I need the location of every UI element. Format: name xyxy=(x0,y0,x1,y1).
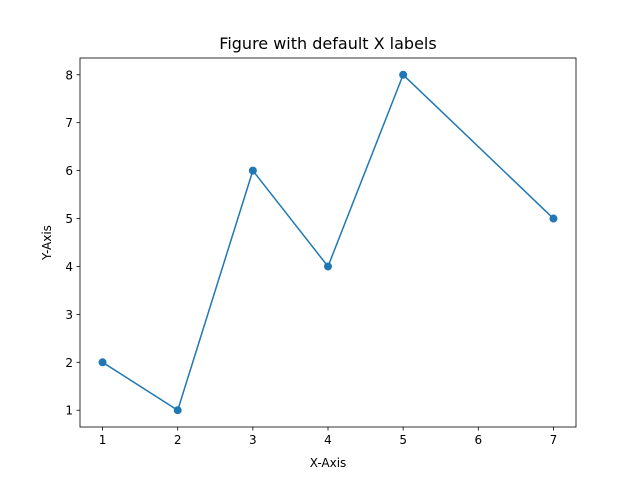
chart-title: Figure with default X labels xyxy=(219,34,436,53)
y-tick-label: 5 xyxy=(65,212,73,226)
y-tick-label: 7 xyxy=(65,116,73,130)
data-point xyxy=(98,358,107,367)
y-tick-label: 8 xyxy=(65,68,73,82)
ticks-layer: 1 2 3 4 5 6 7 1 2 3 4 5 6 7 8 xyxy=(65,68,557,447)
x-tick-label: 1 xyxy=(99,433,107,447)
y-tick-label: 3 xyxy=(65,308,73,322)
y-axis-label: Y-Axis xyxy=(40,225,54,261)
y-tick-label: 4 xyxy=(65,260,73,274)
x-tick-label: 7 xyxy=(550,433,558,447)
x-tick-label: 5 xyxy=(399,433,407,447)
x-tick-label: 2 xyxy=(174,433,182,447)
data-point xyxy=(549,214,558,223)
x-tick-label: 3 xyxy=(249,433,257,447)
series-layer xyxy=(98,70,558,415)
y-tick-label: 2 xyxy=(65,356,73,370)
data-point xyxy=(324,262,332,271)
data-point xyxy=(248,166,257,175)
plot-area xyxy=(80,58,576,427)
x-axis-label: X-Axis xyxy=(310,456,347,470)
plot-frame xyxy=(79,57,577,428)
x-tick-label: 4 xyxy=(324,433,332,447)
series-line xyxy=(102,74,554,411)
data-point xyxy=(173,406,182,415)
x-tick-label: 6 xyxy=(474,433,482,447)
y-tick-label: 1 xyxy=(65,404,73,418)
y-tick-label: 6 xyxy=(65,164,73,178)
data-point xyxy=(399,70,408,79)
